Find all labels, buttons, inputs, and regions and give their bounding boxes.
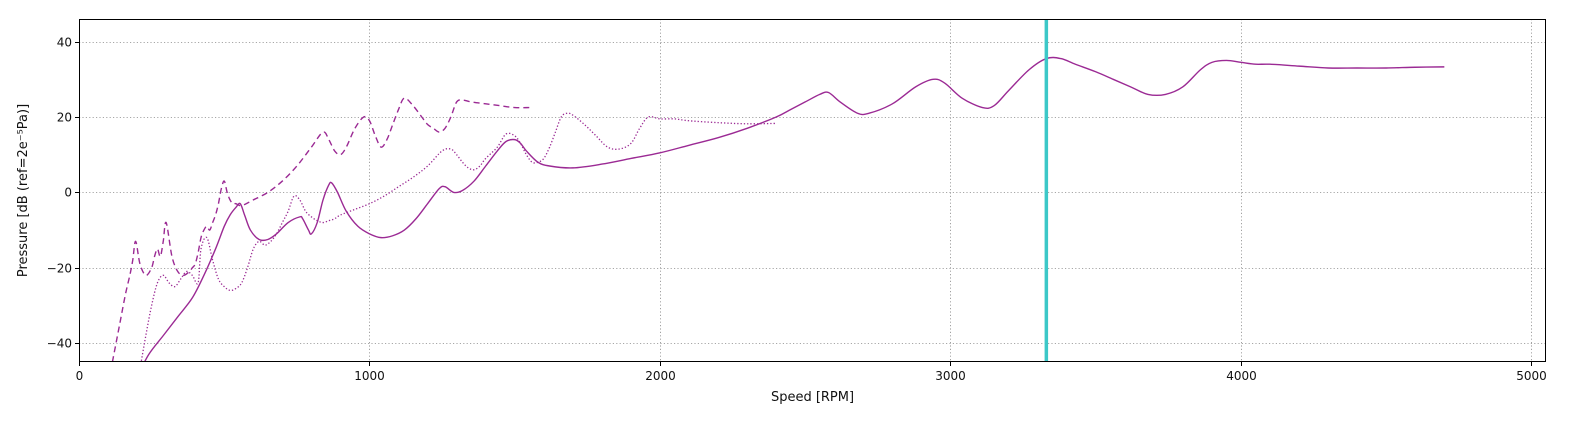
y-axis-ticks: −40 −20 0 20 40 xyxy=(47,36,79,351)
x-tick-label: 3000 xyxy=(935,369,966,383)
series-line-dashed xyxy=(111,97,530,362)
y-tick-label: 20 xyxy=(57,111,72,125)
y-tick-label: −40 xyxy=(47,337,72,351)
x-axis-ticks: 0 1000 2000 3000 4000 5000 xyxy=(76,362,1547,383)
y-tick-label: 0 xyxy=(64,186,72,200)
x-tick-label: 5000 xyxy=(1516,369,1547,383)
grid xyxy=(79,19,1546,362)
y-axis-label: Pressure [dB (ref=2e⁻⁵Pa)] xyxy=(16,104,31,277)
x-tick-label: 1000 xyxy=(354,369,385,383)
x-tick-label: 2000 xyxy=(645,369,676,383)
x-tick-label: 0 xyxy=(76,369,84,383)
series-line-solid xyxy=(143,56,1445,362)
x-axis-label: Speed [RPM] xyxy=(771,390,854,405)
y-tick-label: 40 xyxy=(57,36,72,50)
y-tick-label: −20 xyxy=(47,262,72,276)
series-line-dotted xyxy=(140,112,777,362)
series-group xyxy=(111,56,1445,362)
plot-frame xyxy=(79,19,1546,362)
x-tick-label: 4000 xyxy=(1226,369,1257,383)
